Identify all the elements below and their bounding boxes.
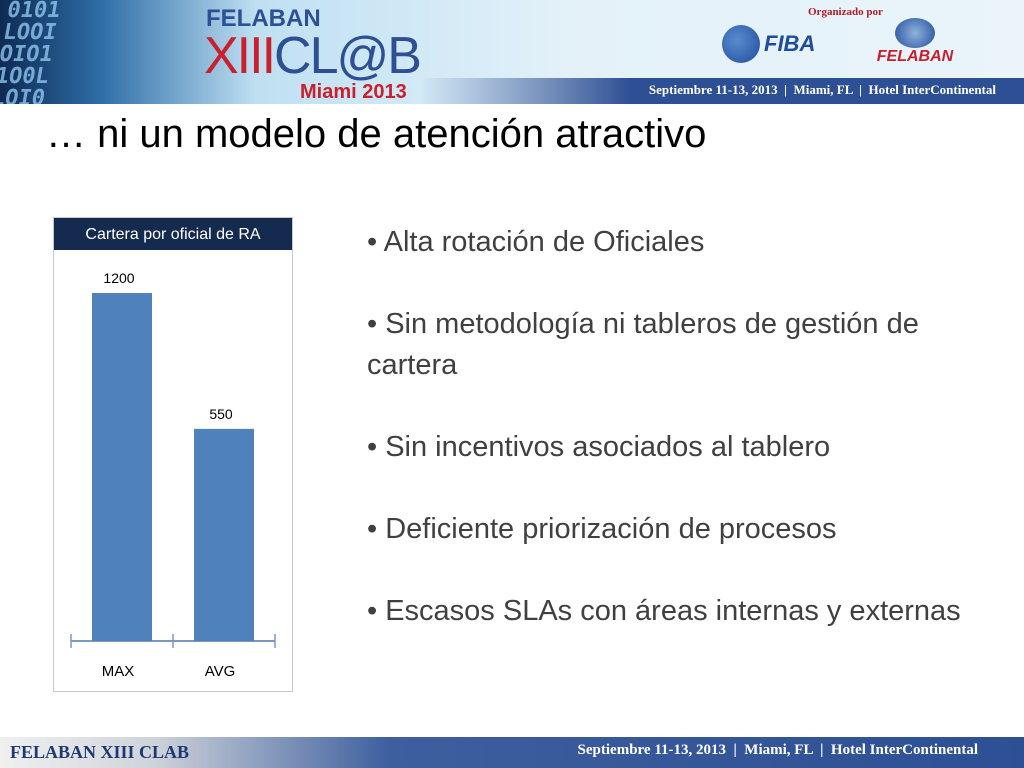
- data-label: 1200: [103, 270, 134, 286]
- bullet-item: • Alta rotación de Oficiales: [367, 226, 705, 258]
- logo-xiii: XIII: [204, 27, 276, 85]
- footer-bar: FELABAN XIII CLAB Septiembre 11-13, 2013…: [0, 737, 1024, 768]
- bullet-item: • Escasos SLAs con áreas internas y exte…: [367, 595, 961, 627]
- bar-chart: 1200 MAX 550 AVG Cartera por oficial de RA: [53, 217, 293, 692]
- chart-canvas: 1200 MAX 550 AVG: [70, 270, 276, 680]
- binary-background-graphic: 0101 LOOI OIO1 1O0L LOI0: [0, 0, 63, 104]
- logo-clab-text: CL@B: [274, 27, 422, 85]
- header-banner: 0101 LOOI OIO1 1O0L LOI0 FELABAN XIIICL@B Mi…: [0, 0, 1024, 104]
- bar-avg: [194, 428, 254, 641]
- felaban-logo-text: FELABAN: [876, 48, 954, 65]
- bullet-item: • Sin metodología ni tableros de gestión…: [367, 308, 919, 381]
- logo-clab: XIIICL@B: [204, 30, 422, 82]
- footer-event-info: Septiembre 11-13, 2013 | Miami, FL | Hot…: [577, 742, 978, 758]
- footer-brand: FELABAN XIII CLAB: [10, 742, 190, 762]
- bullet-item: • Sin incentivos asociados al tablero: [367, 431, 831, 463]
- slide-title: … ni un modelo de atención atractivo: [46, 112, 707, 156]
- logo-city: Miami 2013: [300, 81, 407, 103]
- bullet-list: • Alta rotación de Oficiales • Sin metod…: [367, 222, 967, 673]
- felaban-logo: FELABAN: [870, 18, 960, 66]
- bullet-item: • Deficiente priorización de procesos: [367, 513, 837, 545]
- globe-icon: [722, 25, 760, 63]
- fiba-logo: FIBA: [722, 24, 832, 64]
- banner-info-bar: [420, 78, 1024, 104]
- fiba-logo-text: FIBA: [764, 31, 816, 56]
- organized-by-label: Organizado por: [808, 6, 883, 18]
- x-tick-label: MAX: [102, 663, 135, 680]
- x-tick-label: AVG: [205, 663, 236, 680]
- globe-icon: [895, 18, 935, 48]
- data-label: 550: [209, 406, 233, 422]
- chart-title: Cartera por oficial de RA: [54, 218, 292, 250]
- banner-event-info: Septiembre 11-13, 2013 | Miami, FL | Hot…: [648, 82, 996, 97]
- bar-max: [92, 293, 152, 641]
- logo-felaban-text: FELABAN: [206, 5, 321, 32]
